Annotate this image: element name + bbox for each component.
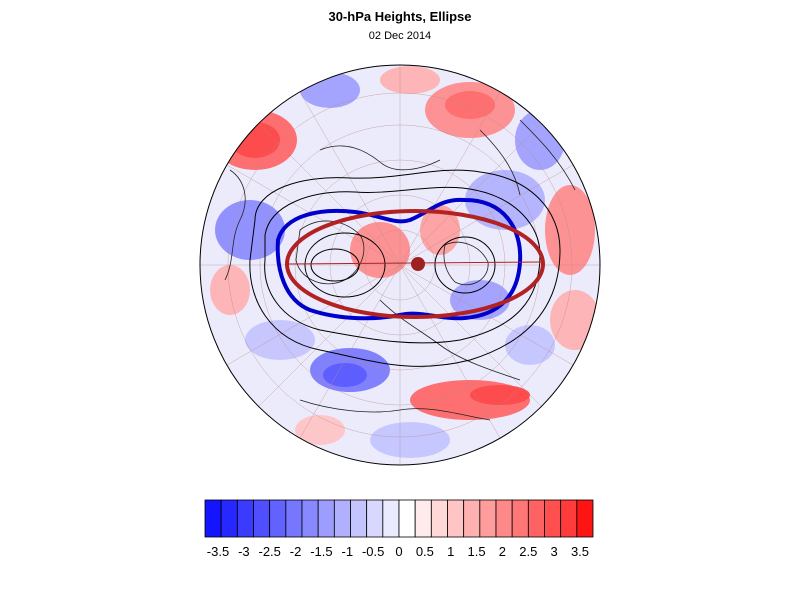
colorbar-bin [527,499,545,538]
map-title: 30-hPa Heights, Ellipse [328,9,472,24]
coastlines [224,119,576,421]
colorbar-tick-label: -3.5 [207,544,229,559]
graticule [200,65,600,465]
colorbar-bin [576,499,594,538]
colorbar-bin [317,499,335,538]
colorbar-bin [511,499,529,538]
colorbar-tick-label: -2 [290,544,302,559]
colorbar-bin [236,499,254,538]
colorbar-bin [333,499,351,538]
anomaly-field [210,66,600,458]
colorbar-bin [204,499,222,538]
colorbar-bin [398,499,416,538]
colorbar-bin [382,499,400,538]
colorbar-tick-label: 3 [551,544,558,559]
map-date: 02 Dec 2014 [368,30,432,42]
colorbar-bin [463,499,481,538]
colorbar-bin [414,499,432,538]
colorbar-bin [544,499,562,538]
colorbar-bin [285,499,303,538]
colorbar-bin [479,499,497,538]
colorbar-bin [495,499,513,538]
colorbar-tick-label: 2 [499,544,506,559]
colorbar-tick-label: 2.5 [519,544,537,559]
colorbar-tick-label: -1.5 [310,544,332,559]
colorbar-bin [430,499,448,538]
ellipse-center-marker [411,257,425,271]
colorbar-bin [269,499,287,538]
colorbar-tick-label: 1 [447,544,454,559]
colorbar-tick-label: 0 [395,544,402,559]
colorbar-tick-label: -1 [342,544,354,559]
colorbar-bin [220,499,238,538]
colorbar-tick-label: -2.5 [259,544,281,559]
colorbar-tick-label: -3 [238,544,250,559]
colorbar-tick-label: 0.5 [416,544,434,559]
colorbar-bin [447,499,465,538]
colorbar-bin [560,499,578,538]
colorbar-bin [253,499,271,538]
colorbar-tick-label: 1.5 [468,544,486,559]
colorbar-bin [366,499,384,538]
globe-border [199,64,601,466]
colorbar-tick-label: 3.5 [571,544,589,559]
colorbar-bin [350,499,368,538]
colorbar-tick-label: -0.5 [362,544,384,559]
colorbar-bin [301,499,319,538]
